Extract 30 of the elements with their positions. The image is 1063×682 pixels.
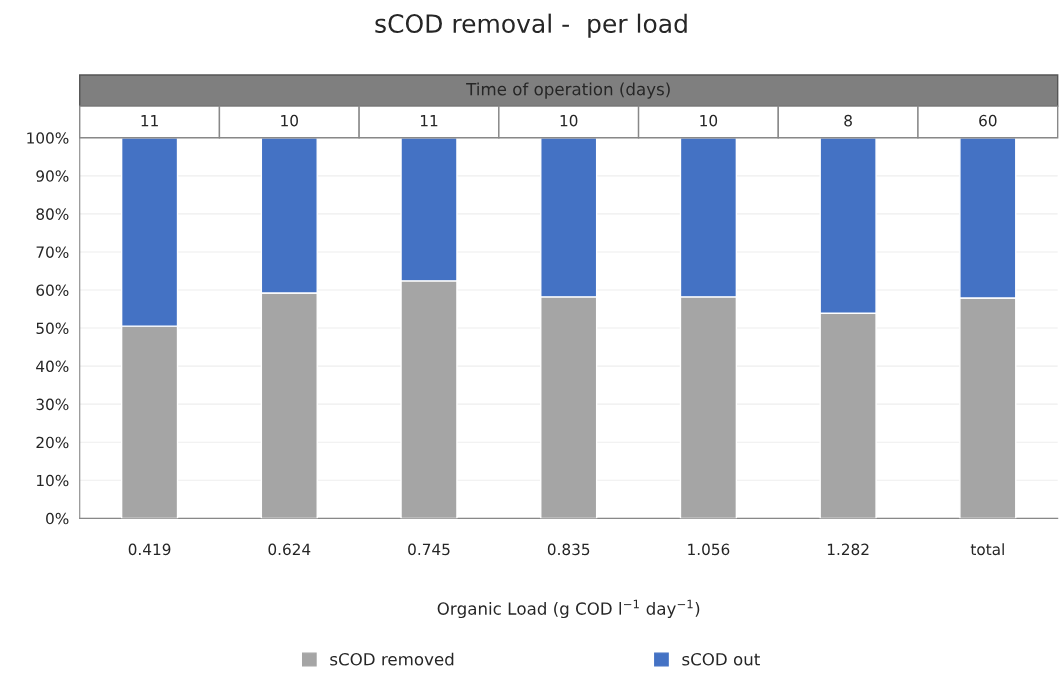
text: 11: [141, 115, 158, 127]
x-tick-label: 0.419: [128, 543, 171, 556]
y-tick-label: 70%: [36, 246, 69, 258]
legend-label: sCOD removed: [330, 652, 454, 666]
y-tick-label: 80%: [36, 208, 69, 220]
y-tick-label: 100%: [27, 132, 69, 144]
text: 10: [700, 114, 718, 127]
x-tick-label: 1.056: [688, 543, 730, 556]
y-tick-label: 40%: [36, 360, 69, 373]
text: 60: [979, 114, 997, 127]
y-tick-label: 20%: [36, 436, 69, 449]
x-tick-label: 1.282: [827, 543, 869, 556]
y-tick-label: 90%: [36, 170, 69, 182]
x-tick-label: total: [970, 543, 1004, 556]
legend-label: sCOD out: [682, 652, 760, 666]
y-tick-label: 0%: [46, 512, 69, 525]
x-tick-label: 0.745: [408, 543, 450, 556]
y-tick-label: 10%: [37, 474, 69, 487]
chart-title: sCOD removal - per load: [375, 13, 687, 38]
y-tick-label: 60%: [36, 284, 69, 297]
x-tick-label: 0.835: [547, 543, 590, 556]
text: 11: [420, 115, 438, 127]
text: 8: [844, 114, 852, 127]
x-tick-label: 0.624: [268, 543, 311, 556]
y-tick-label: 30%: [36, 398, 69, 411]
text: 10: [560, 114, 578, 127]
x-axis-title: Organic Load (g COD l$^{−1}$ day$^{−1}$): [437, 599, 700, 619]
text: Time of operation (days): [466, 82, 670, 99]
text: 10: [281, 114, 298, 127]
y-tick-label: 50%: [36, 322, 69, 335]
